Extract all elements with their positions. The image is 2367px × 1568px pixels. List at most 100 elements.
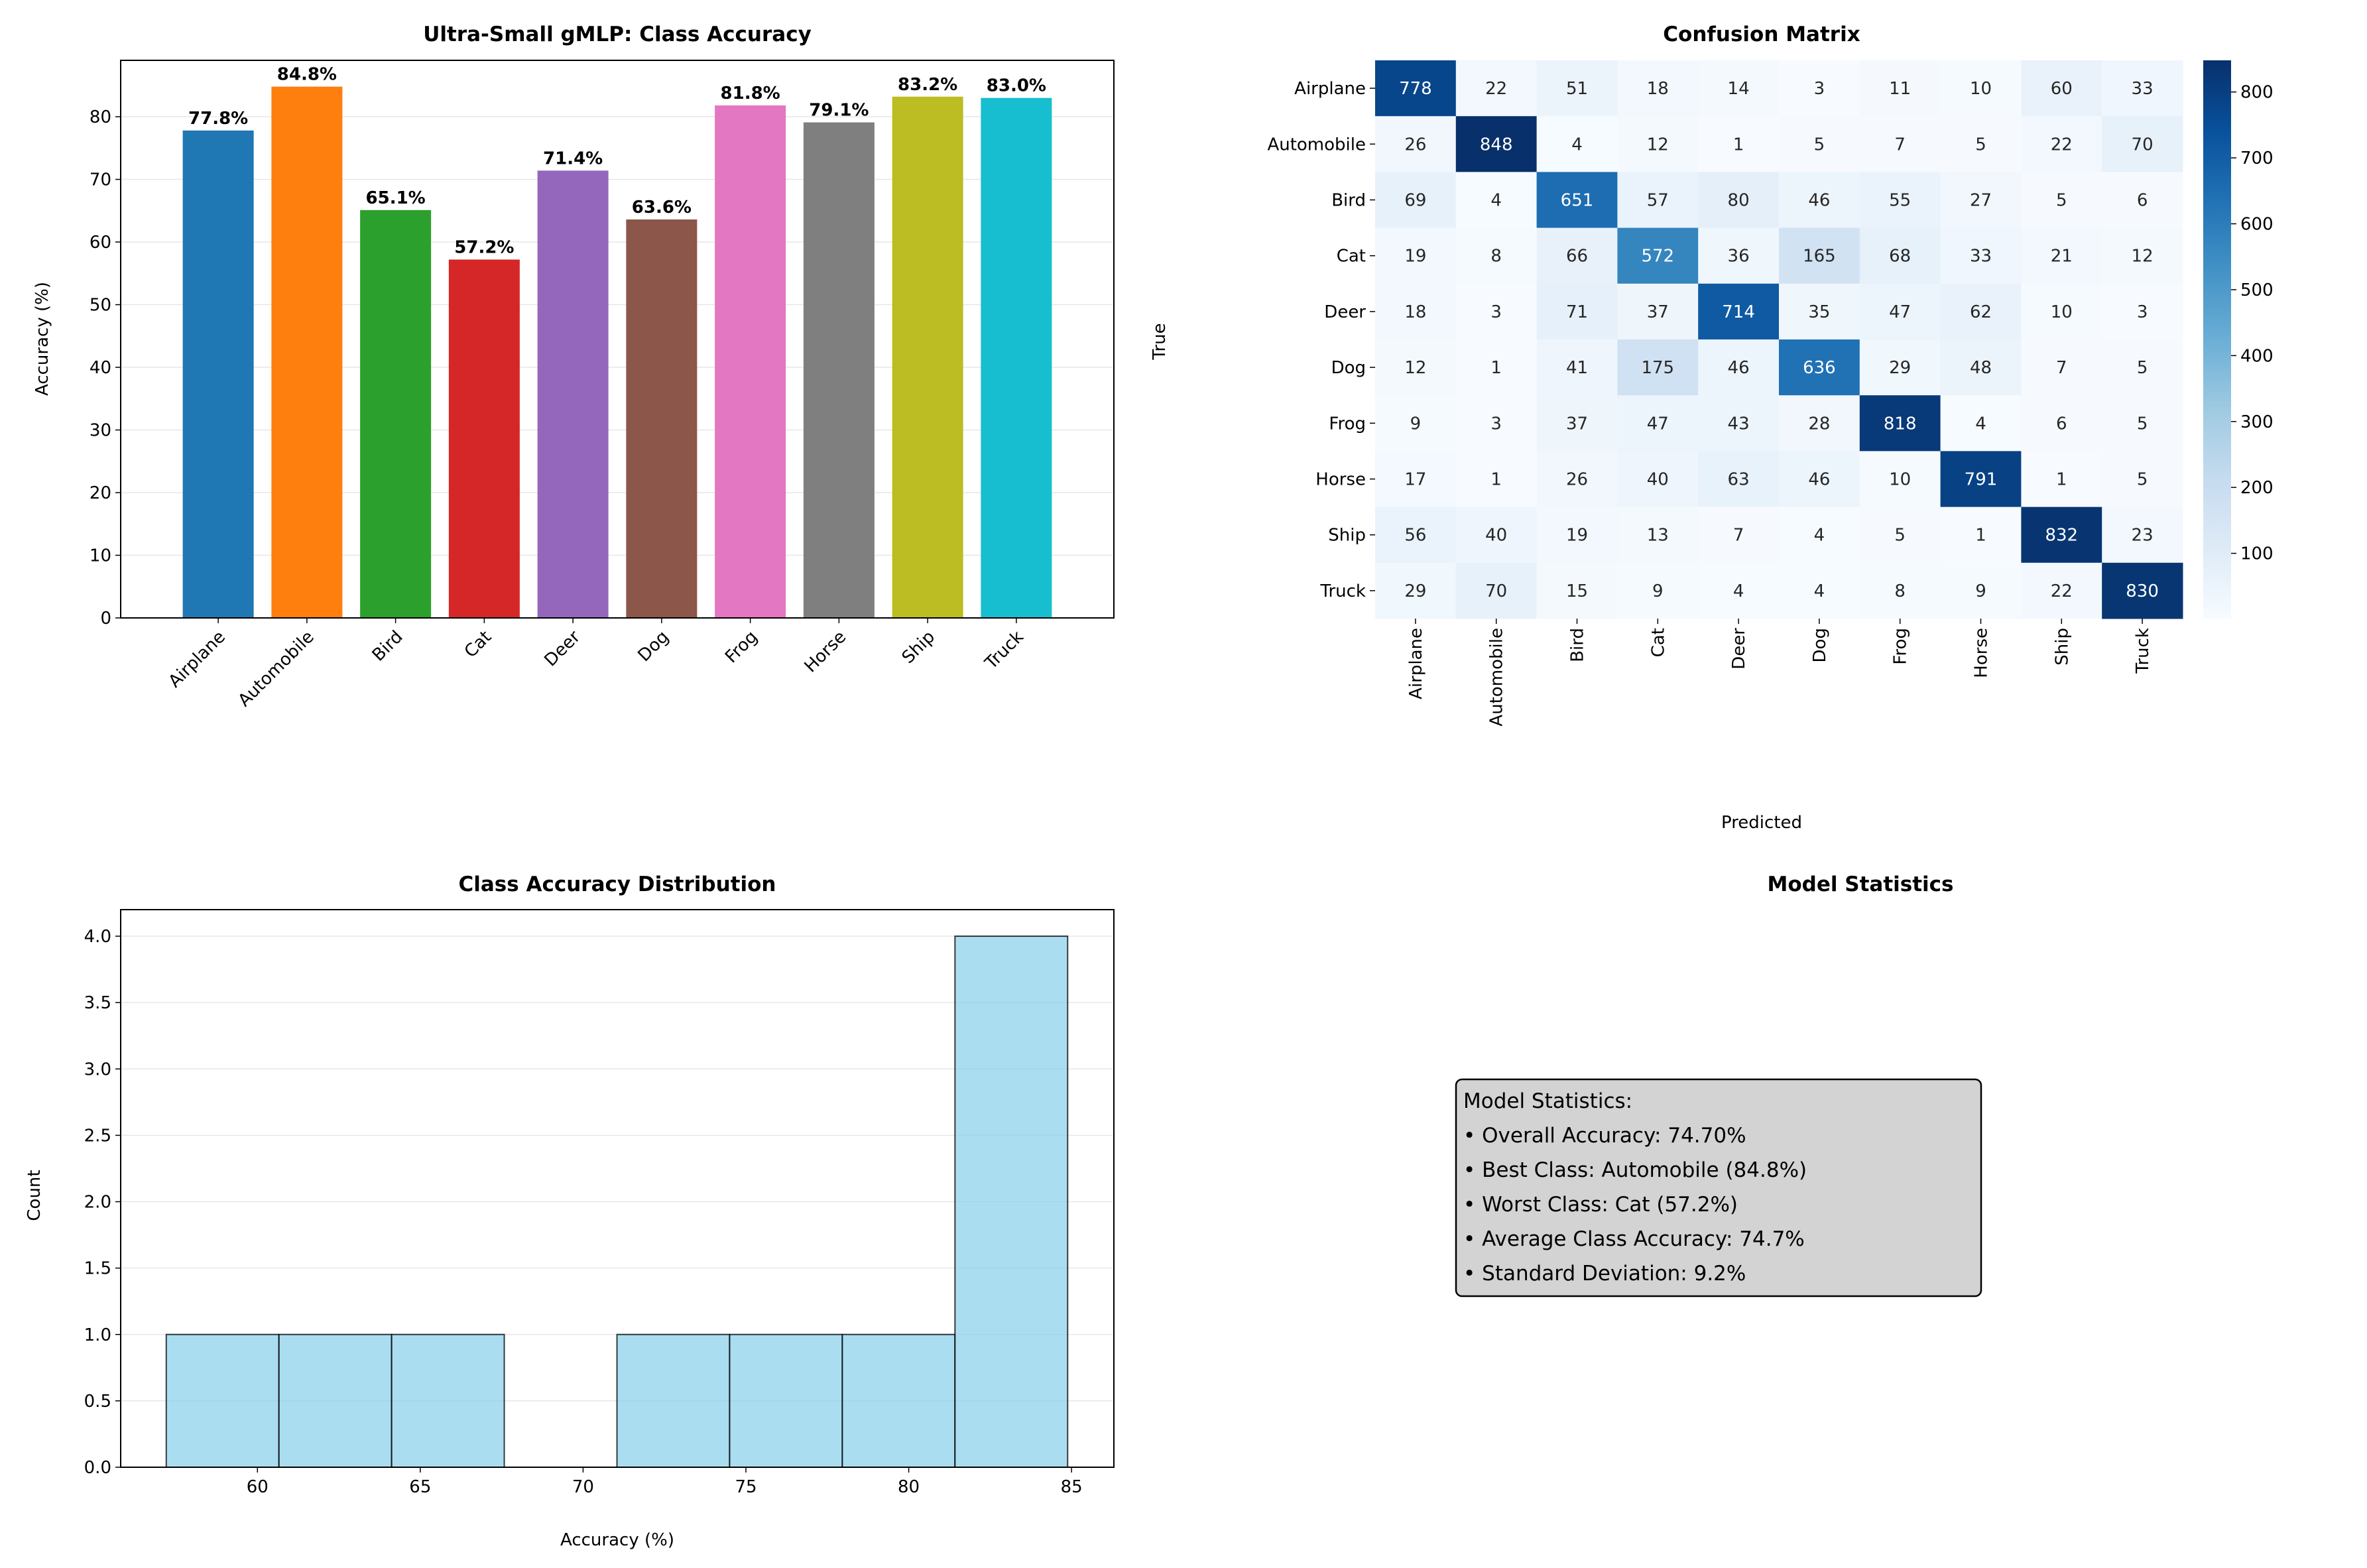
heatmap-cell-value: 8 [1894,581,1906,601]
histogram-bar [954,935,1069,1468]
heatmap-cell [1375,227,1457,284]
heatmap-cell-value: 13 [1647,526,1669,546]
column-label: Horse [1972,628,1992,678]
heatmap-cell-value: 48 [1970,358,1992,378]
heatmap-cell [1698,60,1780,117]
bar-horse [803,122,875,618]
heatmap-cell-value: 47 [1889,302,1911,322]
heatmap-cell-value: 37 [1647,302,1669,322]
heatmap-title: Confusion Matrix [1663,23,1860,46]
histogram-bar [165,1333,280,1469]
heatmap-cell-value: 41 [1566,358,1588,378]
heatmap-cell-value: 71 [1566,302,1588,322]
heatmap-cell-value: 165 [1803,247,1836,267]
heatmap-cell [1698,172,1780,229]
heatmap-cell-value: 5 [1894,526,1906,546]
heatmap-cell-value: 3 [2137,302,2148,322]
heatmap-cell [1940,451,2022,508]
heatmap-cell-value: 23 [2132,526,2154,546]
colorbar [2203,60,2231,619]
heatmap-cell-value: 68 [1889,247,1911,267]
heatmap-cell-value: 572 [1641,247,1674,267]
colorbar-tick-label: 400 [2240,346,2274,366]
heatmap-cell-value: 5 [1814,135,1825,154]
heatmap-cell [2102,60,2183,117]
heatmap-cell-value: 3 [1814,79,1825,99]
y-tick-label: 10 [90,546,111,566]
heatmap-cell-value: 7 [1894,135,1906,154]
heatmap-cell [1455,562,1538,619]
heatmap-cell-value: 47 [1647,414,1669,434]
heatmap-cell [1455,172,1538,229]
heatmap-cell [2021,339,2102,396]
heatmap-cell [1536,451,1618,508]
histogram-bar [729,1333,843,1469]
stats-box: Model Statistics: • Overall Accuracy: 74… [1455,1078,1982,1297]
heatmap-cell-value: 33 [2132,79,2154,99]
heatmap-cell-value: 11 [1889,79,1911,99]
y-tick-label: 2.5 [84,1126,111,1146]
bar-value-label: 57.2% [454,237,514,257]
bar-value-label: 71.4% [543,149,603,168]
heatmap-cell-value: 37 [1566,414,1588,434]
heatmap-cell-value: 3 [1490,414,1502,434]
heatmap-cell [1779,395,1860,452]
heatmap-cell-value: 4 [1490,191,1502,211]
bar-automobile [271,86,343,619]
heatmap-cell-value: 4 [1814,526,1825,546]
heatmap-cell-value: 10 [1970,79,1992,99]
bar-bird [360,210,432,619]
heatmap-cell [1617,562,1699,619]
heatmap-cell-value: 832 [2045,526,2078,546]
column-label: Truck [2133,628,2153,674]
histogram-frame [120,909,1115,1468]
x-tick-label: Deer [541,627,585,671]
heatmap-cell [1940,339,2022,396]
column-label: Ship [2052,628,2072,666]
heatmap-cell-value: 70 [2132,135,2154,154]
heatmap-cell-value: 19 [1404,247,1426,267]
heatmap-cell [1779,451,1860,508]
heatmap-cell [1698,283,1780,340]
heatmap-cell-value: 5 [2137,358,2148,378]
heatmap-cell [1455,507,1538,564]
colorbar-ticks: 100 200 300 400 500 600 700 800 [2231,83,2274,564]
heatmap-cell [1536,562,1618,619]
heatmap-cell-value: 62 [1970,302,1992,322]
bar-frog [715,105,786,618]
heatmap-cell-value: 6 [2137,191,2148,211]
colorbar-tick-label: 700 [2240,149,2274,168]
heatmap-cell-value: 35 [1808,302,1830,322]
histogram-bar [841,1333,956,1469]
bar-cat [448,259,520,618]
heatmap-cell-value: 1 [1490,470,1502,490]
heatmap-cell [2102,562,2183,619]
heatmap-y-axis-label: True [1150,323,1170,360]
heatmap-x-axis-label: Predicted [1721,813,1802,833]
row-label: Cat [1337,247,1366,267]
heatmap-cell-value: 46 [1808,191,1830,211]
bar-value-label: 79.1% [809,101,869,121]
heatmap-row-labels: Airplane Automobile Bird Cat Deer Dog Frog Hors… [1267,79,1375,601]
bar-chart-frame [120,60,1115,619]
bar-dog [626,219,698,618]
y-tick-label: 80 [90,107,111,127]
heatmap-cell-value: 46 [1808,470,1830,490]
heatmap-cell-value: 14 [1728,79,1750,99]
x-tick-label: Dog [635,627,673,666]
heatmap-cell [1940,395,2022,452]
heatmap-cell [1698,451,1780,508]
heatmap-cell-value: 18 [1404,302,1426,322]
heatmap-cell [1536,507,1618,564]
heatmap-cell-value: 55 [1889,191,1911,211]
heatmap-cell-value: 636 [1803,358,1836,378]
heatmap-cell-value: 46 [1728,358,1750,378]
y-tick-label: 60 [90,233,111,253]
bar-chart-title: Ultra-Small gMLP: Class Accuracy [423,23,812,46]
heatmap-cell [1536,60,1618,117]
heatmap-cell [1859,172,1941,229]
histogram-x-axis-label: Accuracy (%) [560,1530,674,1550]
heatmap-cell [1617,451,1699,508]
heatmap-cell [2021,116,2102,172]
